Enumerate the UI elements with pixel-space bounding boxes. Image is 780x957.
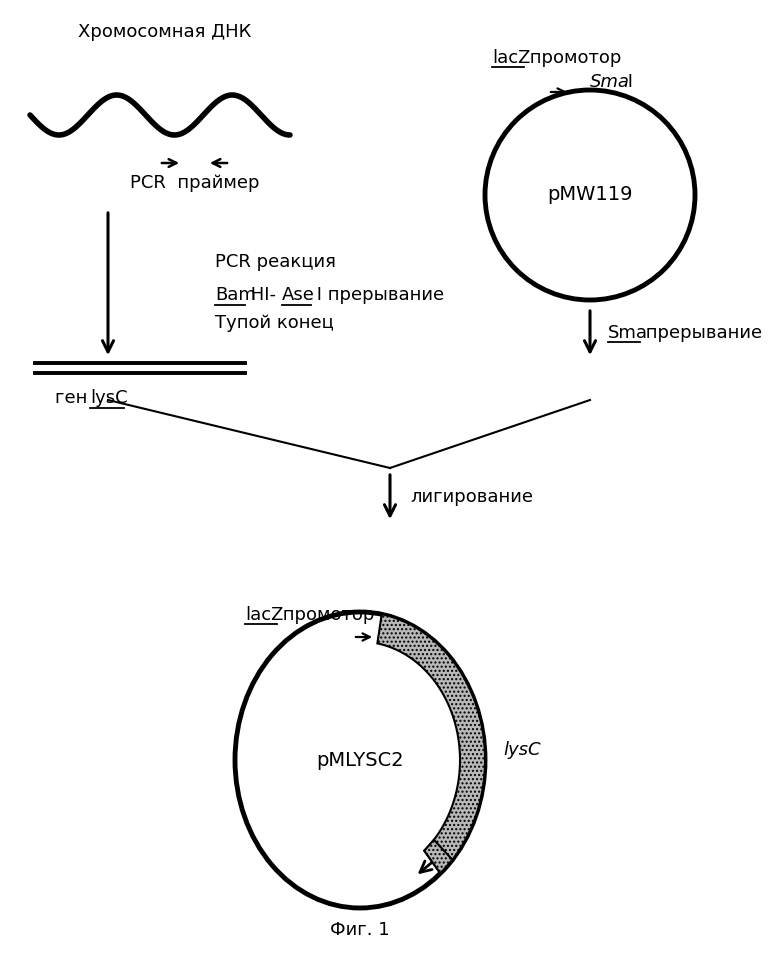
Text: PCR  праймер: PCR праймер	[130, 174, 260, 192]
Text: Sma: Sma	[590, 73, 630, 91]
Polygon shape	[378, 614, 485, 874]
Text: прерывание: прерывание	[640, 324, 762, 342]
Text: HI-: HI-	[245, 286, 276, 304]
Text: промотор: промотор	[277, 606, 374, 624]
Text: lacZ: lacZ	[492, 49, 530, 67]
Text: lysC: lysC	[90, 389, 128, 407]
Text: lacZ: lacZ	[245, 606, 283, 624]
Text: ген: ген	[55, 389, 93, 407]
Text: промотор: промотор	[524, 49, 622, 67]
Text: PCR реакция: PCR реакция	[215, 253, 336, 271]
Text: Тупой конец: Тупой конец	[215, 314, 334, 332]
Text: Sma: Sma	[608, 324, 648, 342]
Ellipse shape	[235, 612, 485, 908]
Text: Bam: Bam	[215, 286, 256, 304]
Text: pMW119: pMW119	[548, 186, 633, 205]
Polygon shape	[424, 839, 452, 874]
Text: pMLYSC2: pMLYSC2	[316, 750, 404, 769]
Text: lysC: lysC	[503, 741, 541, 759]
Text: I прерывание: I прерывание	[311, 286, 444, 304]
Text: Фиг. 1: Фиг. 1	[330, 921, 390, 939]
Ellipse shape	[485, 90, 695, 300]
Text: I: I	[622, 73, 633, 91]
Text: Ase: Ase	[282, 286, 315, 304]
Text: Хромосомная ДНК: Хромосомная ДНК	[78, 23, 252, 41]
Text: лигирование: лигирование	[410, 488, 533, 506]
